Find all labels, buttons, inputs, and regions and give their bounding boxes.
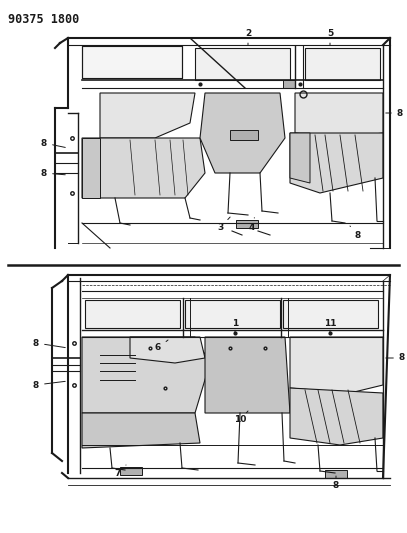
Polygon shape xyxy=(82,413,200,448)
Polygon shape xyxy=(82,138,100,198)
Bar xyxy=(82,46,182,78)
Bar xyxy=(305,48,380,80)
Text: 7: 7 xyxy=(115,465,126,478)
Polygon shape xyxy=(100,93,195,138)
Bar xyxy=(120,467,142,475)
Polygon shape xyxy=(295,93,383,138)
Polygon shape xyxy=(290,388,383,445)
Text: 8: 8 xyxy=(33,381,65,390)
Text: 8: 8 xyxy=(386,353,405,362)
Text: 8: 8 xyxy=(386,109,403,117)
Text: 11: 11 xyxy=(324,319,336,333)
Bar xyxy=(325,470,347,478)
Text: 1: 1 xyxy=(232,319,238,333)
Bar xyxy=(85,300,180,328)
Text: 90375 1800: 90375 1800 xyxy=(8,13,79,26)
Polygon shape xyxy=(290,337,383,393)
Polygon shape xyxy=(290,133,383,193)
Text: 5: 5 xyxy=(327,28,333,45)
Bar xyxy=(185,300,280,328)
Text: 8: 8 xyxy=(33,338,65,348)
Polygon shape xyxy=(200,93,285,173)
Bar xyxy=(283,80,295,88)
Polygon shape xyxy=(82,337,210,413)
Text: 8: 8 xyxy=(41,168,65,177)
Text: 8: 8 xyxy=(41,139,65,148)
Text: 8: 8 xyxy=(333,476,339,489)
Bar xyxy=(236,220,258,228)
Text: 6: 6 xyxy=(155,340,168,352)
Bar xyxy=(283,300,378,328)
Bar xyxy=(230,130,258,140)
Polygon shape xyxy=(205,337,290,413)
Polygon shape xyxy=(130,337,205,363)
Text: 10: 10 xyxy=(234,411,248,424)
Text: 3: 3 xyxy=(217,217,230,232)
Text: 4: 4 xyxy=(249,217,255,232)
Text: 2: 2 xyxy=(245,28,251,45)
Text: 8: 8 xyxy=(350,226,361,240)
Bar xyxy=(195,48,290,80)
Polygon shape xyxy=(82,138,205,198)
Polygon shape xyxy=(290,133,310,183)
